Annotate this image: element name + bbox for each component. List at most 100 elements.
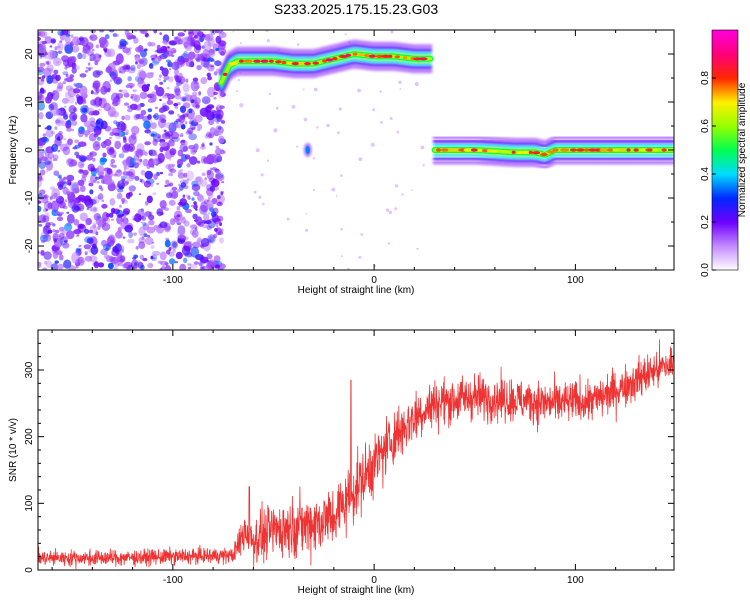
ridge-peak (477, 148, 483, 152)
noise-speckle (205, 219, 212, 225)
colorbar-stripe (712, 144, 738, 147)
colorbar-stripe (712, 148, 738, 151)
noise-speckle (177, 158, 184, 167)
noise-speckle (44, 212, 50, 220)
noise-speckle (183, 43, 192, 50)
noise-speckle (110, 218, 114, 221)
noise-speckle (74, 139, 80, 144)
noise-speckle (213, 71, 218, 76)
noise-speckle (135, 148, 143, 158)
colorbar-stripe (712, 78, 738, 81)
ridge-peak (381, 54, 390, 59)
noise-speckle (206, 225, 212, 230)
noise-speckle (112, 100, 119, 107)
noise-speckle (164, 262, 168, 265)
noise-speckle (177, 170, 183, 177)
noise-speckle (133, 37, 139, 44)
colorbar-stripe (712, 238, 738, 241)
noise-speckle (113, 120, 118, 125)
colorbar-stripe (712, 76, 738, 79)
noise-speckle (188, 133, 197, 141)
noise-speckle (389, 117, 393, 120)
noise-speckle (177, 113, 181, 117)
noise-speckle (169, 218, 176, 226)
colorbar-stripe (712, 84, 738, 87)
noise-speckle (172, 249, 176, 253)
noise-speckle (216, 201, 223, 207)
noise-speckle (160, 45, 168, 53)
noise-speckle (148, 149, 153, 156)
colorbar-tick-label: 0.0 (700, 263, 711, 277)
noise-speckle (181, 37, 189, 46)
noise-speckle (101, 199, 105, 203)
noise-speckle (130, 96, 134, 99)
noise-speckle (237, 78, 240, 82)
noise-speckle (198, 94, 201, 97)
snr-content (38, 339, 674, 570)
noise-speckle (72, 36, 80, 46)
colorbar-stripe (712, 252, 738, 255)
noise-speckle (74, 101, 78, 105)
noise-speckle (146, 178, 155, 185)
noise-speckle (81, 98, 87, 105)
noise-speckle (200, 201, 209, 213)
noise-speckle (150, 255, 154, 260)
noise-speckle (131, 125, 140, 135)
noise-speckle (117, 44, 123, 50)
colorbar-stripe (712, 192, 738, 195)
noise-speckle (207, 52, 214, 56)
colorbar-stripe (712, 214, 738, 217)
noise-speckle (173, 123, 180, 128)
noise-speckle (108, 212, 114, 218)
ridge-peak (569, 148, 577, 152)
noise-speckle (159, 251, 167, 261)
noise-speckle (47, 202, 53, 209)
colorbar-stripe (712, 220, 738, 223)
noise-speckle (62, 146, 71, 156)
noise-speckle (93, 261, 99, 269)
noise-speckle (177, 183, 181, 187)
noise-speckle (56, 181, 64, 188)
y-tick-label: 10 (24, 96, 35, 108)
noise-speckle (196, 58, 201, 63)
noise-speckle (63, 240, 68, 243)
noise-speckle (183, 220, 190, 227)
ridge-peak (260, 59, 269, 63)
colorbar-stripe (712, 246, 738, 249)
noise-speckle (379, 90, 382, 93)
noise-speckle (45, 208, 49, 212)
noise-speckle (215, 173, 223, 180)
noise-speckle (84, 70, 89, 73)
noise-speckle (153, 30, 158, 34)
colorbar-stripe (712, 258, 738, 261)
noise-speckle (203, 213, 210, 221)
noise-speckle (128, 136, 132, 141)
noise-speckle (187, 30, 194, 34)
noise-speckle (82, 130, 91, 136)
noise-speckle (116, 192, 123, 200)
noise-speckle (146, 226, 156, 234)
ridge-peak (560, 148, 570, 152)
noise-speckle (162, 102, 167, 108)
noise-speckle (113, 259, 120, 267)
noise-speckle (63, 111, 68, 118)
noise-speckle (154, 84, 159, 91)
noise-speckle (236, 90, 239, 93)
noise-speckle (71, 62, 77, 69)
noise-speckle (50, 200, 60, 212)
colorbar-stripe (712, 120, 738, 123)
colorbar: 0.0 0.2 0.4 0.6 0.8 Normalized spectral ampl… (700, 29, 748, 277)
noise-speckle (40, 137, 46, 142)
noise-speckle (166, 100, 174, 105)
noise-speckle (159, 66, 164, 71)
colorbar-stripe (712, 150, 738, 153)
colorbar-stripe (712, 174, 738, 177)
noise-speckle (121, 115, 125, 121)
noise-speckle (38, 223, 43, 227)
noise-speckle (122, 236, 126, 239)
noise-speckle (85, 221, 89, 226)
noise-speckle (202, 49, 210, 58)
noise-speckle (232, 31, 235, 33)
noise-speckle (89, 34, 98, 41)
colorbar-stripe (712, 202, 738, 205)
